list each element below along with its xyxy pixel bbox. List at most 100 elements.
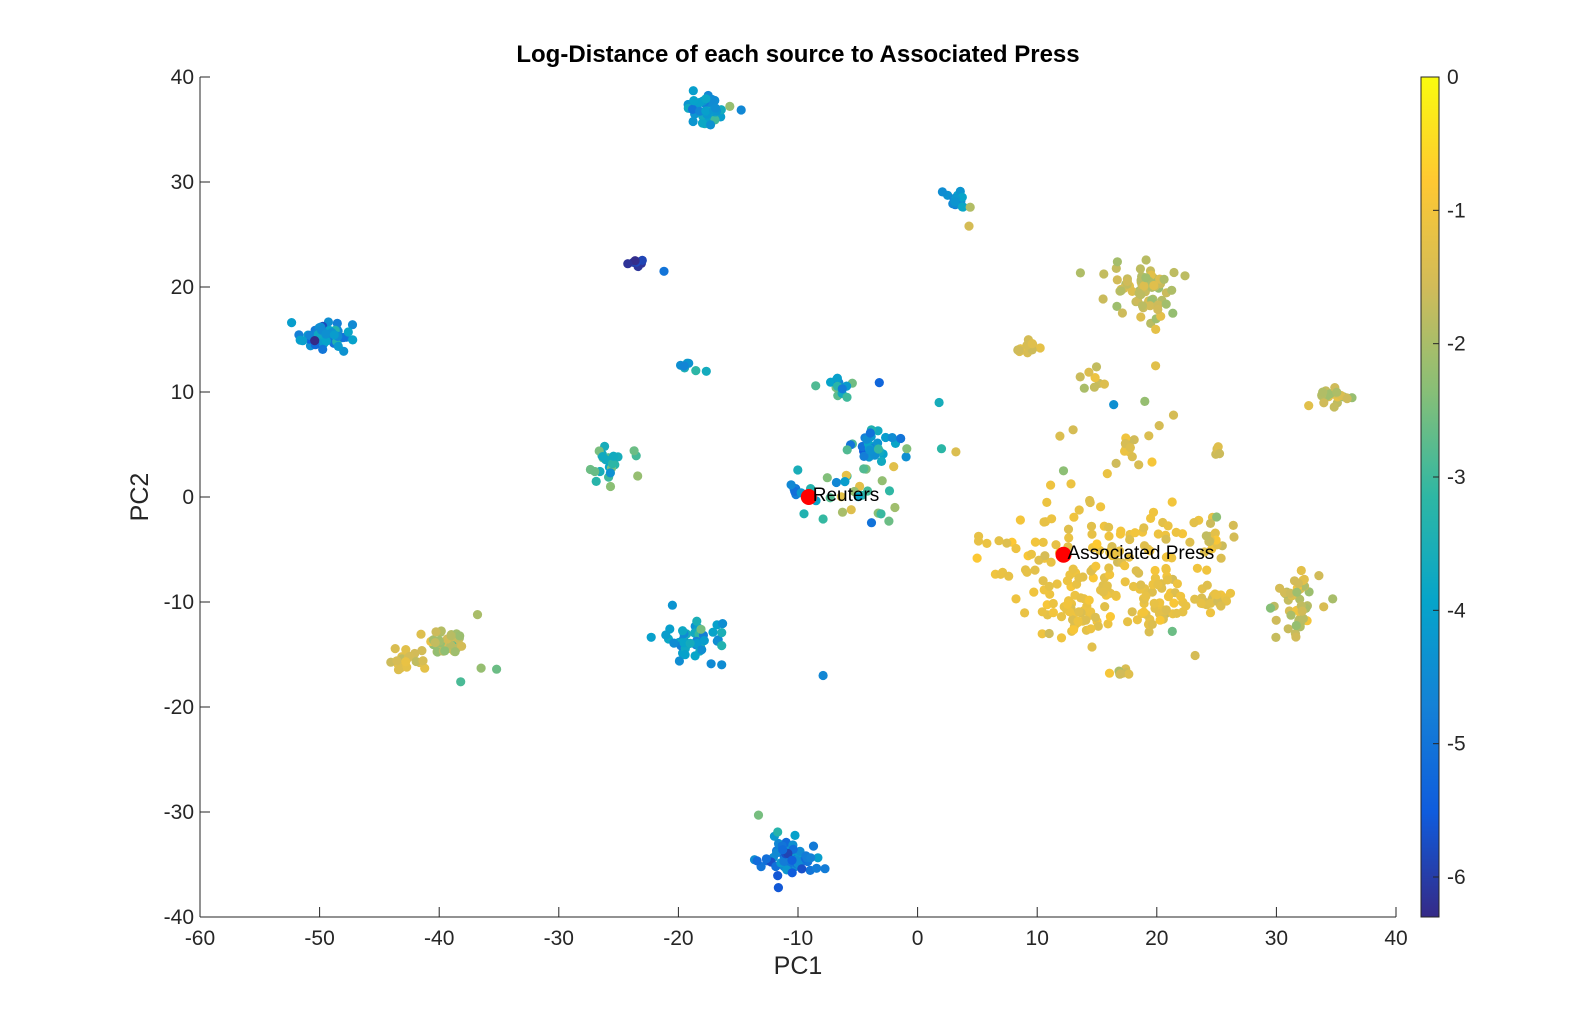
scatter-point (1163, 592, 1174, 602)
scatter-point (818, 670, 828, 681)
scatter-point (822, 473, 832, 483)
scatter-point (1030, 537, 1040, 547)
scatter-point (1167, 285, 1177, 295)
x-tick-label: 10 (1026, 927, 1049, 950)
scatter-point (1161, 299, 1171, 309)
scatter-point (1144, 431, 1154, 441)
scatter-point (1153, 304, 1163, 315)
scatter-point (457, 641, 467, 651)
scatter-point (826, 377, 836, 387)
scatter-point (884, 516, 894, 526)
scatter-point (876, 456, 887, 466)
scatter-point (1190, 594, 1200, 604)
scatter-point (1087, 642, 1097, 652)
scatter-point (1153, 529, 1163, 539)
scatter-point (1141, 255, 1151, 265)
scatter-point (598, 452, 608, 462)
scatter-point (1079, 383, 1089, 393)
scatter-point (687, 104, 698, 114)
highlight-label: Reuters (813, 485, 880, 506)
scatter-point (1146, 513, 1156, 524)
scatter-point (1155, 615, 1165, 625)
scatter-point (1328, 594, 1338, 604)
highlight-point (1055, 546, 1072, 563)
scatter-point (884, 486, 895, 496)
scatter-point (659, 266, 669, 276)
scatter-point (881, 432, 891, 443)
scatter-point (1228, 520, 1238, 531)
scatter-point (1147, 619, 1157, 630)
scatter-point (937, 187, 948, 197)
scatter-point (786, 480, 796, 490)
scatter-point (590, 466, 600, 477)
scatter-point (1015, 515, 1025, 525)
scatter-point (1081, 615, 1091, 625)
scatter-point (842, 392, 852, 402)
colorbar-tick-label: -3 (1447, 466, 1466, 489)
scatter-point (837, 507, 848, 517)
scatter-point (837, 384, 847, 394)
scatter-point (1192, 563, 1202, 573)
scatter-point (1117, 308, 1127, 318)
scatter-point (492, 664, 502, 674)
scatter-point (753, 810, 764, 820)
scatter-point (842, 445, 852, 455)
scatter-point (623, 259, 633, 269)
scatter-point (957, 202, 967, 212)
scatter-point (1122, 276, 1132, 286)
scatter-point (1103, 619, 1113, 629)
scatter-point (1131, 566, 1141, 576)
scatter-point (1141, 273, 1151, 283)
scatter-point (629, 446, 639, 456)
scatter-point (1180, 271, 1190, 281)
scatter-point (996, 569, 1006, 579)
scatter-point (1172, 608, 1182, 619)
scatter-point (1176, 591, 1186, 601)
scatter-point (717, 628, 727, 638)
scatter-point (392, 656, 402, 666)
scatter-point (950, 197, 960, 207)
scatter-point (1115, 546, 1125, 556)
scatter-point (1011, 543, 1021, 554)
scatter-point (1104, 668, 1115, 678)
scatter-point (1030, 565, 1040, 575)
scatter-point (591, 476, 601, 486)
scatter-point (1201, 531, 1211, 541)
scatter-point (1153, 580, 1163, 590)
scatter-point (1073, 616, 1083, 626)
scatter-point (440, 646, 450, 656)
colorbar-tick-label: -2 (1447, 333, 1466, 356)
scatter-point (1185, 537, 1195, 547)
scatter-point (1210, 528, 1220, 538)
scatter-point (1314, 571, 1324, 581)
scatter-point (476, 663, 486, 673)
scatter-point (718, 619, 728, 629)
scatter-point (1044, 581, 1054, 591)
x-tick-label: 40 (1384, 927, 1407, 950)
scatter-point (1039, 517, 1049, 527)
scatter-point (1202, 565, 1212, 575)
scatter-point (310, 336, 320, 346)
highlight-layer: Reuters Associated Press (800, 485, 1214, 564)
scatter-point (1038, 576, 1048, 586)
scatter-point (321, 336, 331, 346)
scatter-point (859, 464, 869, 474)
scatter-point (418, 656, 428, 666)
scatter-point (773, 827, 783, 837)
scatter-point (1020, 608, 1030, 618)
scatter-point (787, 868, 797, 878)
scatter-point (1161, 534, 1171, 544)
scatter-point (1318, 387, 1328, 397)
axes-layer: -60 -50 -40 -30 -20 -10 0 10 20 30 40 -40 -30 -20 -10 0… (164, 66, 1408, 950)
scatter-point (1074, 607, 1084, 617)
scatter-point (298, 336, 308, 346)
scatter-point (1069, 625, 1079, 635)
scatter-point (1202, 580, 1212, 590)
scatter-point (1027, 339, 1037, 349)
scatter-point (1055, 431, 1065, 441)
scatter-point (692, 616, 702, 626)
scatter-point (936, 444, 947, 454)
scatter-point (390, 644, 400, 654)
scatter-point (661, 630, 671, 640)
